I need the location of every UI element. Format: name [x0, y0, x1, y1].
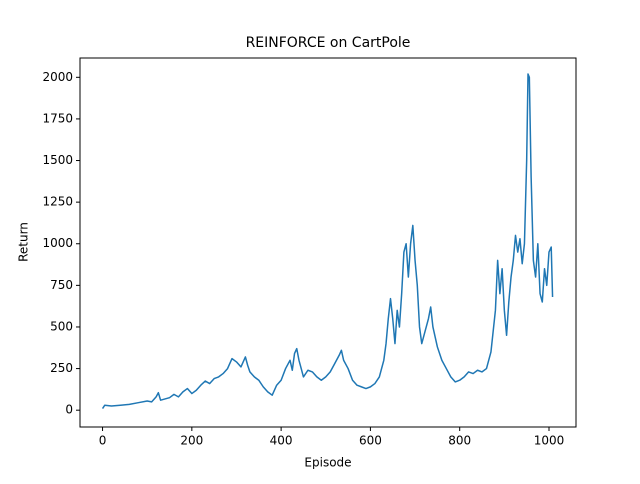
x-tick-label: 0: [99, 434, 107, 448]
x-tick-label: 800: [448, 434, 471, 448]
y-tick-label: 250: [50, 361, 73, 375]
x-tick-label: 200: [180, 434, 203, 448]
x-tick-label: 1000: [534, 434, 565, 448]
y-tick-label: 1000: [42, 236, 73, 250]
y-tick-label: 1500: [42, 153, 73, 167]
plot-frame: [79, 57, 577, 428]
y-tick-label: 0: [65, 403, 73, 417]
y-tick-label: 1250: [42, 195, 73, 209]
y-axis-label: Return: [17, 222, 31, 262]
x-tick-label: 600: [359, 434, 382, 448]
x-axis-label: Episode: [304, 456, 351, 470]
y-tick-label: 500: [50, 319, 73, 333]
y-tick-label: 750: [50, 278, 73, 292]
chart-title: REINFORCE on CartPole: [246, 35, 411, 51]
x-tick-label: 400: [270, 434, 293, 448]
y-tick-label: 1750: [42, 111, 73, 125]
y-tick-label: 2000: [42, 70, 73, 84]
line-series: [101, 73, 554, 409]
